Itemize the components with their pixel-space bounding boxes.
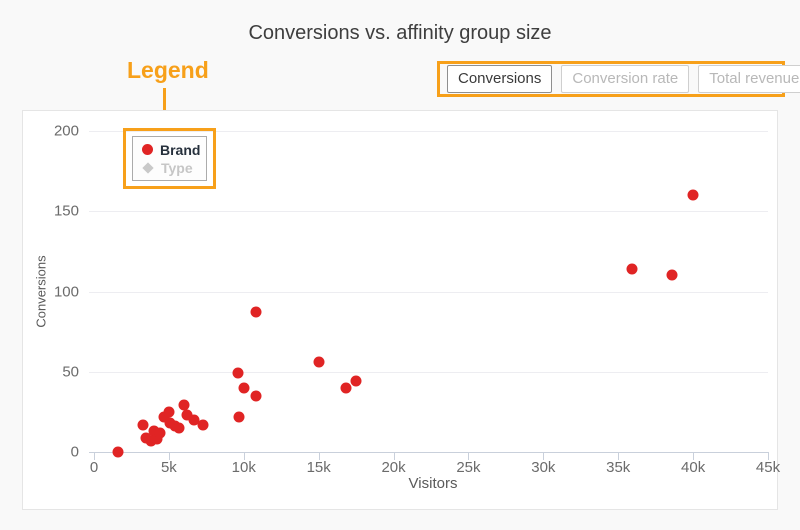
x-axis-tick-mark	[168, 452, 170, 460]
x-axis-tick-mark	[243, 452, 245, 460]
scatter-point[interactable]	[313, 356, 325, 368]
scatter-point[interactable]	[250, 390, 262, 402]
y-axis-tick-label: 100	[53, 283, 79, 300]
x-axis-tick-mark	[693, 452, 695, 460]
x-axis-title: Visitors	[408, 475, 458, 492]
scatter-point[interactable]	[148, 425, 160, 437]
scatter-point[interactable]	[151, 433, 163, 445]
x-axis-line	[89, 452, 768, 453]
x-axis-tick-label: 30k	[531, 459, 556, 476]
legend-highlight-box	[123, 128, 216, 189]
metric-buttons-highlight: Conversions Conversion rate Total revenu…	[437, 61, 800, 97]
scatter-point[interactable]	[154, 427, 166, 439]
y-axis-tick-label: 200	[53, 122, 79, 140]
x-axis-tick-mark	[543, 452, 545, 460]
x-axis-tick-mark	[768, 452, 769, 460]
scatter-point[interactable]	[233, 411, 245, 423]
legend-item-label: Type	[161, 159, 193, 176]
scatter-point[interactable]	[163, 406, 175, 418]
legend-item-brand[interactable]: Brand	[142, 142, 206, 158]
y-axis-tick-label: 50	[62, 363, 79, 381]
scatter-point[interactable]	[666, 269, 678, 281]
scatter-point[interactable]	[687, 189, 699, 201]
x-axis-tick-label: 5k	[160, 459, 177, 476]
chart-panel: 0 50 100 150 200 0 5k 10k 15k 20k 25k 30k 35k 40k 45k …	[22, 110, 781, 510]
x-axis-tick-label: 40k	[681, 459, 706, 476]
scatter-point[interactable]	[350, 375, 362, 387]
x-axis-tick-label: 15k	[306, 459, 331, 476]
x-axis-tick-mark	[94, 452, 95, 460]
scatter-point[interactable]	[232, 367, 244, 379]
y-gridline	[89, 211, 768, 213]
conversions-button[interactable]: Conversions	[447, 65, 553, 93]
y-gridline	[89, 291, 768, 293]
x-axis-tick-mark	[393, 452, 395, 460]
scatter-point[interactable]	[158, 411, 170, 423]
legend-item-label: Brand	[160, 141, 201, 158]
scatter-point[interactable]	[626, 263, 638, 275]
scatter-point[interactable]	[188, 414, 200, 426]
scatter-point[interactable]	[112, 446, 124, 458]
x-axis-tick-label: 35k	[606, 459, 631, 476]
conversion-rate-button[interactable]: Conversion rate	[561, 65, 690, 93]
legend-callout-label: Legend	[127, 57, 209, 83]
y-axis-tick-label: 150	[53, 202, 79, 220]
y-axis-tick-label: 0	[70, 443, 79, 461]
x-axis-tick-mark	[618, 452, 620, 460]
scatter-point[interactable]	[145, 435, 157, 447]
x-axis-tick-label: 45k	[755, 459, 781, 476]
x-axis-tick-mark	[318, 452, 320, 460]
x-axis-tick-label: 0	[89, 459, 99, 476]
y-gridline	[89, 131, 768, 132]
scatter-point[interactable]	[197, 419, 209, 431]
y-axis-title: Conversions	[33, 255, 49, 328]
chart-legend: Brand Type	[132, 136, 207, 181]
legend-callout-line	[163, 88, 166, 128]
scatter-point[interactable]	[238, 382, 250, 394]
y-gridline	[89, 371, 768, 373]
legend-item-type[interactable]: Type	[142, 160, 206, 176]
scatter-point[interactable]	[178, 399, 190, 411]
scatter-point[interactable]	[137, 419, 149, 431]
x-axis-tick-label: 25k	[456, 459, 481, 476]
scatter-point[interactable]	[250, 306, 262, 318]
page-title: Conversions vs. affinity group size	[248, 22, 552, 44]
total-revenue-button[interactable]: Total revenue	[698, 65, 800, 93]
x-axis-tick-label: 20k	[381, 459, 406, 476]
scatter-point[interactable]	[173, 422, 185, 434]
x-axis-tick-mark	[468, 452, 470, 460]
scatter-point[interactable]	[181, 409, 193, 421]
scatter-point[interactable]	[340, 382, 352, 394]
x-axis-tick-label: 10k	[231, 459, 256, 476]
brand-circle-marker-icon	[142, 144, 153, 155]
